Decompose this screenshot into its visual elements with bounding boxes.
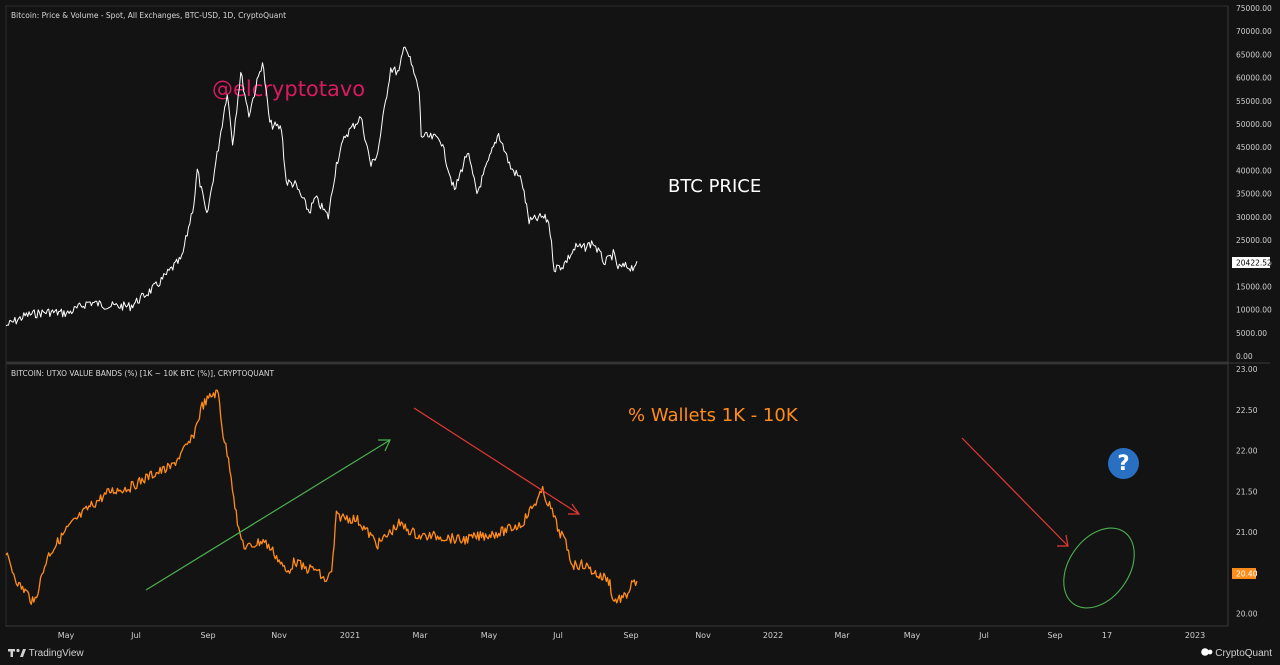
tradingview-label: TradingView bbox=[28, 648, 84, 660]
price-y-tick-0: 75000.00 bbox=[1236, 4, 1272, 13]
price-y-tick-10: 25000.00 bbox=[1236, 236, 1272, 245]
x-tick-3: Nov bbox=[271, 631, 287, 640]
tradingview-brand[interactable]: TradingView bbox=[8, 647, 84, 660]
indicator-pane-title: BITCOIN: UTXO VALUE BANDS (%) [1K ~ 10K … bbox=[11, 369, 275, 378]
price-y-tick-9: 30000.00 bbox=[1236, 213, 1272, 222]
x-tick-16: 2023 bbox=[1185, 631, 1205, 640]
x-tick-5: Mar bbox=[412, 631, 428, 640]
x-tick-11: Mar bbox=[834, 631, 850, 640]
x-tick-13: Jul bbox=[978, 631, 989, 640]
price-y-tick-5: 50000.00 bbox=[1236, 120, 1272, 129]
price-y-tick-4: 55000.00 bbox=[1236, 97, 1272, 106]
cryptoquant-brand[interactable]: CryptoQuant bbox=[1200, 647, 1272, 660]
price-y-tick-13: 10000.00 bbox=[1236, 306, 1272, 315]
x-tick-6: May bbox=[481, 631, 498, 640]
x-tick-12: May bbox=[904, 631, 921, 640]
x-tick-2: Sep bbox=[200, 631, 215, 640]
watermark-handle: @elcryptotavo bbox=[212, 77, 365, 101]
x-tick-4: 2021 bbox=[340, 631, 360, 640]
btc-price-annotation: BTC PRICE bbox=[668, 176, 761, 197]
indicator-y-tick-2: 22.00 bbox=[1236, 447, 1258, 456]
price-y-tick-14: 5000.00 bbox=[1236, 329, 1267, 338]
price-last-value-tag: 20422.52 bbox=[1232, 257, 1272, 268]
tradingview-logo-icon bbox=[8, 647, 26, 660]
wallets-annotation: % Wallets 1K - 10K bbox=[628, 405, 799, 426]
price-y-tick-6: 45000.00 bbox=[1236, 143, 1272, 152]
price-y-tick-8: 35000.00 bbox=[1236, 190, 1272, 199]
svg-text:20422.52: 20422.52 bbox=[1236, 259, 1272, 268]
svg-text:20.40: 20.40 bbox=[1236, 570, 1258, 579]
price-pane[interactable] bbox=[5, 5, 1229, 363]
x-tick-9: Nov bbox=[695, 631, 711, 640]
price-y-tick-7: 40000.00 bbox=[1236, 166, 1272, 175]
downtrend-arrow-1 bbox=[413, 407, 581, 515]
highlight-ellipse bbox=[1063, 527, 1135, 609]
price-y-tick-1: 70000.00 bbox=[1236, 27, 1272, 36]
indicator-y-tick-1: 22.50 bbox=[1236, 406, 1258, 415]
price-y-tick-2: 65000.00 bbox=[1236, 50, 1272, 59]
x-tick-14: Sep bbox=[1047, 631, 1062, 640]
indicator-last-value-tag: 20.40 bbox=[1232, 568, 1258, 579]
indicator-y-tick-6: 20.00 bbox=[1236, 610, 1258, 619]
price-y-tick-15: 0.00 bbox=[1236, 352, 1253, 361]
price-y-ticks: 75000.00 70000.00 65000.00 60000.00 55000.00… bbox=[1236, 4, 1272, 361]
x-tick-8: Sep bbox=[623, 631, 638, 640]
price-pane-title: Bitcoin: Price & Volume - Spot, All Exch… bbox=[11, 11, 286, 20]
indicator-y-tick-4: 21.00 bbox=[1236, 528, 1258, 537]
x-axis-ticks: May Jul Sep Nov 2021 Mar May Jul Sep Nov 2022 Mar Ma… bbox=[58, 631, 1205, 640]
downtrend-arrow-2 bbox=[961, 437, 1069, 547]
indicator-series-line bbox=[5, 389, 638, 605]
x-tick-15: 17 bbox=[1102, 631, 1112, 640]
indicator-y-tick-3: 21.50 bbox=[1236, 487, 1258, 496]
price-series-line bbox=[5, 46, 638, 327]
cryptoquant-label: CryptoQuant bbox=[1215, 648, 1272, 660]
indicator-y-tick-0: 23.00 bbox=[1236, 365, 1258, 374]
x-tick-7: Jul bbox=[552, 631, 563, 640]
x-tick-10: 2022 bbox=[763, 631, 783, 640]
price-y-tick-12: 15000.00 bbox=[1236, 282, 1272, 291]
x-tick-0: May bbox=[58, 631, 75, 640]
uptrend-arrow bbox=[145, 439, 391, 591]
indicator-pane[interactable] bbox=[5, 363, 1229, 627]
x-tick-1: Jul bbox=[130, 631, 141, 640]
price-y-tick-3: 60000.00 bbox=[1236, 74, 1272, 83]
cryptoquant-logo-icon bbox=[1200, 647, 1213, 660]
help-icon[interactable]: ? bbox=[1108, 448, 1139, 479]
